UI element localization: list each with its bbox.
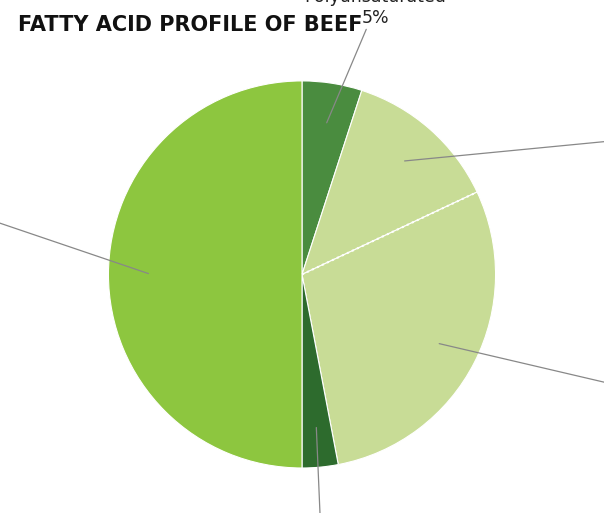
- Wedge shape: [302, 81, 362, 274]
- Wedge shape: [109, 81, 302, 468]
- Wedge shape: [302, 192, 495, 465]
- Text: Natural Trans
3%: Natural Trans 3%: [263, 427, 379, 513]
- Text: Other Saturated Fats
29%: Other Saturated Fats 29%: [439, 344, 604, 425]
- Wedge shape: [302, 90, 477, 274]
- Wedge shape: [302, 274, 338, 468]
- Text: FATTY ACID PROFILE OF BEEF: FATTY ACID PROFILE OF BEEF: [18, 15, 362, 35]
- Text: Polyunsaturated
5%: Polyunsaturated 5%: [304, 0, 446, 123]
- Text: Stearic Acid*
13%: Stearic Acid* 13%: [405, 116, 604, 161]
- Text: Monounsaturated
50%: Monounsaturated 50%: [0, 174, 149, 273]
